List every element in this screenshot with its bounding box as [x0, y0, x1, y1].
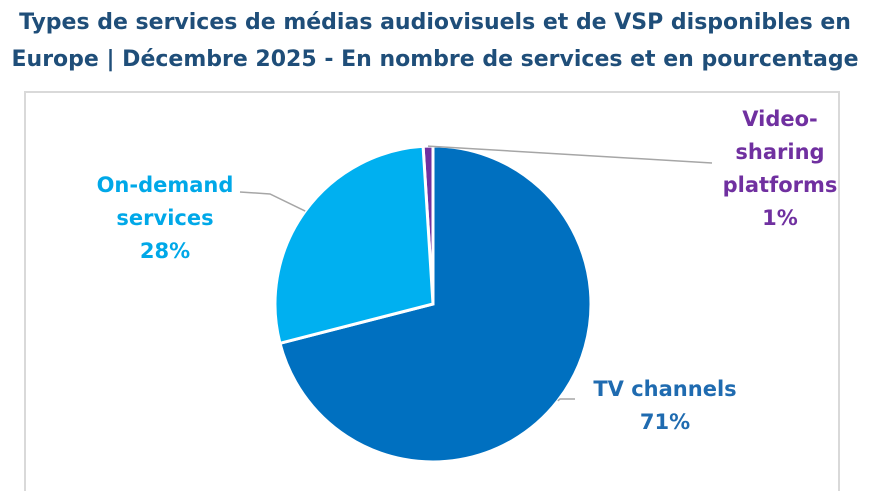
label-vsp-pct: 1% — [762, 206, 798, 230]
pie-slice-on-demand-services — [273, 144, 435, 346]
label-od-line-2: services — [116, 206, 214, 230]
label-od-line-1: On-demand — [96, 173, 234, 197]
label-vsp-line-2: sharing — [735, 140, 825, 164]
label-vsp-line-1: Video- — [742, 107, 818, 131]
leader-line-tv-channels — [557, 398, 575, 402]
label-tv-pct: 71% — [639, 410, 691, 434]
leader-line-on-demand-services — [239, 191, 306, 212]
label-tv-channels: TV channels 71% — [570, 373, 760, 439]
label-od-pct: 28% — [139, 239, 191, 263]
label-tv-line-1: TV channels — [593, 377, 737, 401]
chart-title-line-2: Europe | Décembre 2025 - En nombre de se… — [11, 47, 859, 72]
chart-title-line-1: Types de services de médias audiovisuels… — [19, 10, 851, 35]
label-video-sharing-platforms: Video- sharing platforms 1% — [705, 103, 855, 235]
leader-line-video-sharing-platforms — [427, 145, 713, 164]
label-vsp-line-3: platforms — [722, 173, 838, 197]
label-on-demand-services: On-demand services 28% — [80, 169, 250, 268]
chart-title: Types de services de médias audiovisuels… — [0, 4, 870, 78]
chart-frame — [24, 91, 840, 491]
